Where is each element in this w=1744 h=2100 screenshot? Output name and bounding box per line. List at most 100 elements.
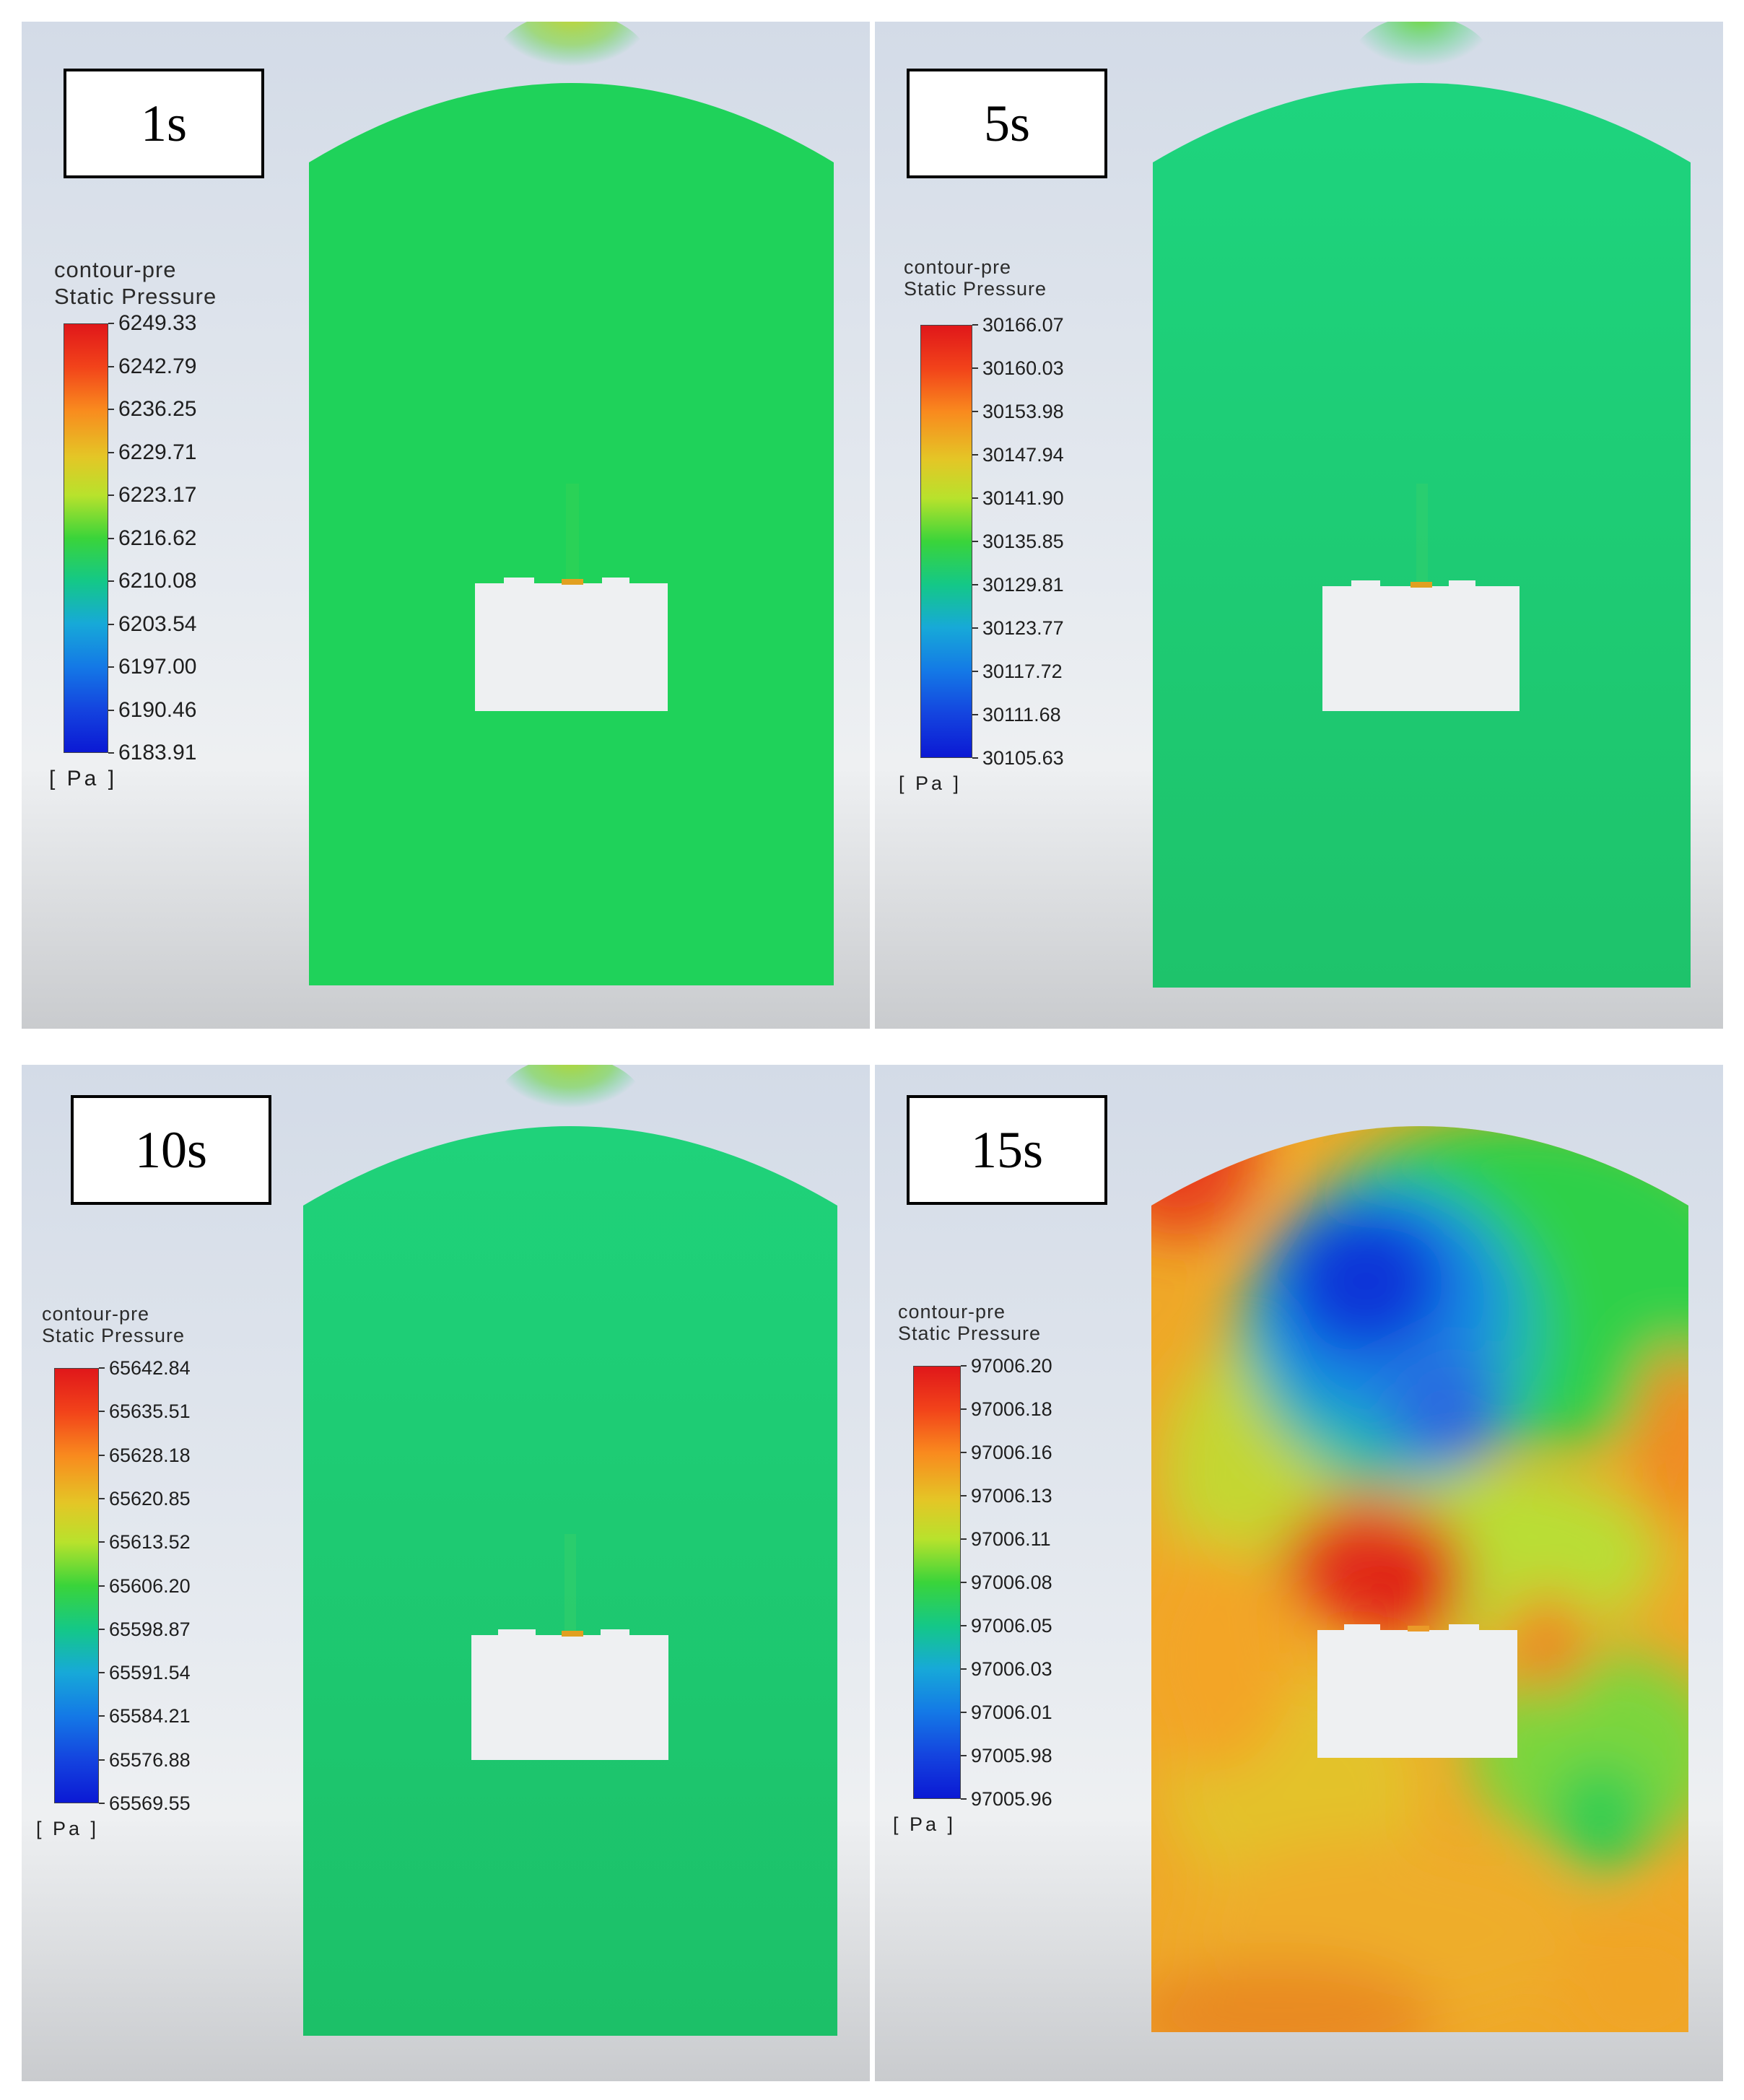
legend-tick [108,709,114,711]
contour-panel-10s: 10s contour-pre Static Pressure [ Pa ] 6… [22,1065,870,2081]
legend-value: 97006.01 [971,1702,1052,1723]
legend-value: 65606.20 [109,1574,191,1597]
legend-value: 30111.68 [982,704,1061,726]
legend-value: 6223.17 [118,483,197,507]
legend-tick [108,580,114,582]
legend-title: contour-pre [54,257,177,282]
color-scale-bar [920,325,972,758]
pressure-contour-domain [309,22,834,985]
legend-tick [972,714,978,715]
legend-value: 97005.96 [971,1788,1052,1810]
legend-value: 30129.81 [982,574,1064,596]
legend-value: 65576.88 [109,1748,191,1771]
legend-value: 6249.33 [118,311,197,335]
legend-value: 30153.98 [982,401,1064,422]
legend-value: 30147.94 [982,444,1064,466]
legend-title: contour-pre [904,256,1012,278]
pressure-contour-domain [1151,1126,1688,2032]
legend-tick [99,1803,105,1804]
legend-tick [99,1367,105,1369]
legend-tick [961,1365,967,1367]
legend-value: 30105.63 [982,747,1064,769]
legend-tick [108,623,114,625]
legend-tick [108,451,114,453]
legend-subtitle: Static Pressure [904,278,1047,300]
legend-value: 30141.90 [982,487,1064,509]
unit-label: [ Pa ] [893,1813,956,1835]
legend-tick [961,1625,967,1626]
legend-tick [961,1712,967,1713]
legend-value: 65598.87 [109,1618,191,1640]
legend-tick [972,541,978,542]
legend-tick [961,1408,967,1410]
legend-tick [961,1798,967,1800]
legend-value: 30117.72 [982,661,1063,682]
legend-value: 30160.03 [982,357,1064,379]
legend-title: contour-pre [898,1301,1006,1323]
legend-tick [972,671,978,672]
legend-value: 6197.00 [118,655,197,679]
legend-value: 65628.18 [109,1444,191,1466]
time-label: 1s [64,69,264,178]
time-label: 5s [907,69,1107,178]
legend-value: 6190.46 [118,697,197,722]
legend-tick [972,367,978,369]
legend-tick [961,1538,967,1540]
legend-tick [99,1541,105,1543]
legend-tick [961,1495,967,1496]
legend-value: 65569.55 [109,1792,191,1814]
legend-value: 30123.77 [982,617,1064,639]
legend-tick [961,1668,967,1670]
time-label: 10s [71,1095,271,1205]
contour-panel-5s: 5s contour-pre Static Pressure [ Pa ] 30… [875,22,1723,1029]
legend-tick [99,1585,105,1587]
legend-value: 97006.08 [971,1572,1052,1593]
legend-tick [99,1672,105,1674]
color-scale-bar [54,1368,99,1803]
legend-value: 65635.51 [109,1400,191,1423]
time-label: 15s [907,1095,1107,1205]
legend-value: 6229.71 [118,440,197,464]
legend-tick [99,1628,105,1630]
legend-value: 65620.85 [109,1487,191,1509]
contour-panel-15s: 15s contour-pre Static Pressure [ Pa ] 9… [875,1065,1723,2081]
legend-tick [972,411,978,412]
color-scale-bar [64,323,108,753]
legend-value: 6183.91 [118,741,197,764]
legend-value: 97006.13 [971,1485,1052,1507]
legend-tick [961,1452,967,1453]
legend-value: 6210.08 [118,569,197,593]
legend-value: 6236.25 [118,397,197,421]
legend-tick [99,1454,105,1456]
legend-tick [961,1755,967,1756]
legend-value: 6203.54 [118,611,197,636]
unit-label: [ Pa ] [899,772,962,794]
legend-subtitle: Static Pressure [898,1323,1042,1344]
legend-value: 30166.07 [982,314,1064,336]
legend-title: contour-pre [42,1303,150,1325]
color-scale-bar [913,1366,961,1799]
legend-tick [972,627,978,629]
legend-subtitle: Static Pressure [54,284,217,309]
legend-value: 6216.62 [118,526,197,550]
legend-tick [99,1715,105,1717]
legend-tick [108,494,114,496]
contour-panel-1s: 1s contour-pre Static Pressure [ Pa ] 62… [22,22,870,1029]
legend-tick [972,757,978,759]
legend-tick [972,497,978,499]
legend-value: 97006.03 [971,1658,1052,1680]
legend-tick [108,537,114,539]
legend-value: 6242.79 [118,354,197,378]
pressure-contour-domain [303,1065,837,2036]
legend-tick [99,1497,105,1499]
legend-value: 97006.20 [971,1355,1052,1377]
legend-value: 65591.54 [109,1662,191,1684]
legend-value: 65584.21 [109,1705,191,1728]
legend-tick [108,409,114,410]
unit-label: [ Pa ] [36,1818,100,1839]
legend-value: 30135.85 [982,531,1064,552]
legend-value: 97006.11 [971,1528,1051,1550]
legend-tick [108,666,114,668]
legend-value: 97006.05 [971,1615,1052,1637]
legend-value: 65642.84 [109,1357,191,1379]
